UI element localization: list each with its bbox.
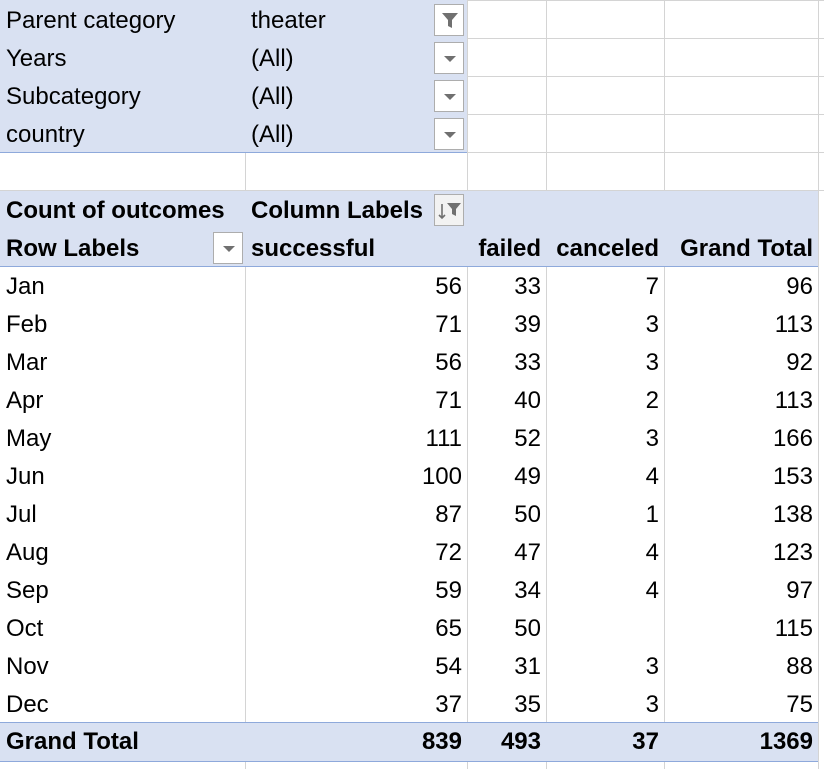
grand-total-failed: 493 <box>500 728 541 755</box>
grand-total-label: Grand Total <box>6 728 139 755</box>
filter-value-parent-category: theater <box>251 7 326 34</box>
filter-dropdown-subcategory[interactable] <box>434 80 464 112</box>
cell-canceled <box>546 610 659 648</box>
cell-successful: 54 <box>435 653 462 680</box>
cell-successful: 59 <box>435 577 462 604</box>
column-header-grand-total: Grand Total <box>680 235 813 262</box>
chevron-down-icon <box>444 132 456 138</box>
filter-label-country: country <box>6 121 85 148</box>
row-labels-header: Row Labels <box>6 235 140 262</box>
filter-label-subcategory: Subcategory <box>6 83 141 110</box>
grand-total-top-border <box>0 722 818 723</box>
row-label: Nov <box>6 653 49 680</box>
cell-failed: 50 <box>514 615 541 642</box>
cell-grand-total: 88 <box>786 653 813 680</box>
cell-successful: 56 <box>435 349 462 376</box>
row-label: Jan <box>6 273 45 300</box>
row-label: May <box>6 425 52 452</box>
row-label: Oct <box>6 615 44 642</box>
cell-failed: 50 <box>514 501 541 528</box>
cell-grand-total: 138 <box>772 501 813 528</box>
cell-successful: 71 <box>435 387 462 414</box>
cell-canceled: 1 <box>645 501 659 528</box>
cell-grand-total: 97 <box>786 577 813 604</box>
column-header-failed: failed <box>478 235 541 262</box>
filter-value-subcategory: (All) <box>251 83 294 110</box>
cell-canceled: 3 <box>645 425 659 452</box>
row-label: Apr <box>6 387 44 414</box>
row-label: Mar <box>6 349 48 376</box>
cell-grand-total: 92 <box>786 349 813 376</box>
filter-value-country: (All) <box>251 121 294 148</box>
cell-successful: 72 <box>435 539 462 566</box>
grand-total-successful: 839 <box>421 728 462 755</box>
cell-successful: 100 <box>421 463 462 490</box>
filter-value-years: (All) <box>251 45 294 72</box>
cell-failed: 39 <box>514 311 541 338</box>
cell-grand-total: 123 <box>772 539 813 566</box>
grand-total-row <box>0 723 818 761</box>
cell-grand-total: 113 <box>774 387 813 414</box>
cell-grand-total: 96 <box>786 273 813 300</box>
filter-dropdown-country[interactable] <box>434 118 464 150</box>
cell-failed: 40 <box>514 387 541 414</box>
cell-canceled: 3 <box>645 653 659 680</box>
filter-funnel-icon <box>442 13 458 28</box>
cell-grand-total: 166 <box>772 425 813 452</box>
cell-canceled: 4 <box>645 539 659 566</box>
cell-failed: 47 <box>514 539 541 566</box>
cell-successful: 65 <box>435 615 462 642</box>
row-label: Jul <box>6 501 37 528</box>
filter-label-years: Years <box>6 45 67 72</box>
filter-label-parent-category: Parent category <box>6 7 176 34</box>
chevron-down-icon <box>444 94 456 100</box>
cell-grand-total: 115 <box>774 615 813 642</box>
cell-failed: 33 <box>514 273 541 300</box>
pivot-header-border <box>0 266 818 267</box>
cell-successful: 56 <box>435 273 462 300</box>
grand-total-canceled: 37 <box>632 728 659 755</box>
grand-total-bottom-border <box>0 761 818 762</box>
row-label: Sep <box>6 577 49 604</box>
pivot-header <box>0 191 818 266</box>
cell-failed: 35 <box>514 691 541 718</box>
chevron-down-icon <box>444 56 456 62</box>
cell-grand-total: 153 <box>772 463 813 490</box>
cell-canceled: 3 <box>645 311 659 338</box>
cell-canceled: 2 <box>645 387 659 414</box>
filter-dropdown-parent-category[interactable] <box>434 4 464 36</box>
row-label: Aug <box>6 539 49 566</box>
cell-canceled: 7 <box>645 273 659 300</box>
grand-total-overall: 1369 <box>759 728 813 755</box>
cell-failed: 49 <box>514 463 541 490</box>
cell-failed: 34 <box>514 577 541 604</box>
column-labels-filter-button[interactable] <box>434 194 464 226</box>
cell-grand-total: 75 <box>786 691 813 718</box>
row-label: Feb <box>6 311 48 338</box>
row-label: Jun <box>6 463 45 490</box>
cell-successful: 87 <box>435 501 462 528</box>
cell-successful: 37 <box>435 691 462 718</box>
cell-canceled: 3 <box>645 349 659 376</box>
cell-canceled: 4 <box>645 463 659 490</box>
cell-canceled: 3 <box>645 691 659 718</box>
report-filter-area <box>0 0 467 152</box>
cell-successful: 71 <box>435 311 462 338</box>
cell-grand-total: 113 <box>774 311 813 338</box>
cell-failed: 31 <box>514 653 541 680</box>
filter-dropdown-years[interactable] <box>434 42 464 74</box>
column-header-successful: successful <box>251 235 376 262</box>
chevron-down-icon <box>223 246 235 252</box>
cell-successful: 111 <box>425 425 462 452</box>
column-header-canceled: canceled <box>556 235 659 262</box>
sort-filter-icon <box>438 203 461 220</box>
value-field-label: Count of outcomes <box>6 197 225 224</box>
row-labels-filter-button[interactable] <box>213 232 243 264</box>
column-labels-header: Column Labels <box>251 197 424 224</box>
filter-area-bottom-border <box>0 152 467 153</box>
cell-failed: 52 <box>514 425 541 452</box>
cell-canceled: 4 <box>645 577 659 604</box>
cell-failed: 33 <box>514 349 541 376</box>
row-label: Dec <box>6 691 49 718</box>
